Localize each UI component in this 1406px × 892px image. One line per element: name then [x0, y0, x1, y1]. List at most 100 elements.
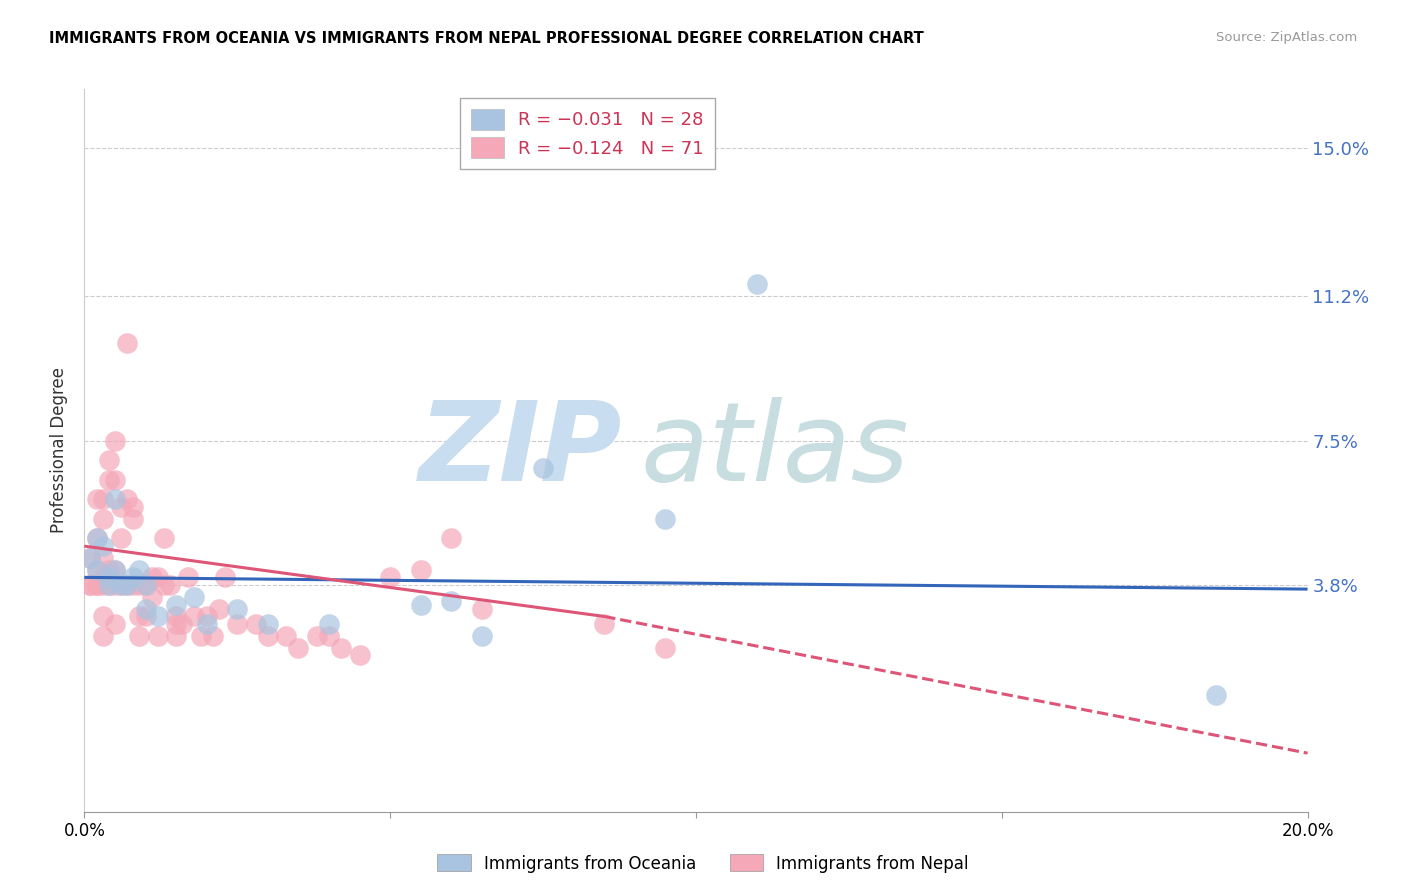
Point	[91, 578, 114, 592]
Point	[654, 640, 676, 655]
Point	[97, 473, 120, 487]
Point	[654, 512, 676, 526]
Point	[146, 609, 169, 624]
Point	[318, 629, 340, 643]
Point	[349, 648, 371, 663]
Point	[86, 578, 108, 592]
Point	[97, 570, 120, 584]
Point	[104, 563, 127, 577]
Point	[86, 563, 108, 577]
Point	[177, 570, 200, 584]
Point	[115, 578, 138, 592]
Point	[97, 578, 120, 592]
Point	[409, 563, 432, 577]
Point	[226, 617, 249, 632]
Point	[531, 461, 554, 475]
Point	[104, 617, 127, 632]
Point	[593, 617, 616, 632]
Point	[135, 609, 157, 624]
Legend: Immigrants from Oceania, Immigrants from Nepal: Immigrants from Oceania, Immigrants from…	[430, 847, 976, 880]
Point	[91, 629, 114, 643]
Text: atlas: atlas	[641, 397, 910, 504]
Point	[104, 492, 127, 507]
Point	[91, 539, 114, 553]
Point	[122, 570, 145, 584]
Point	[115, 492, 138, 507]
Point	[159, 578, 181, 592]
Point	[104, 563, 127, 577]
Point	[153, 578, 176, 592]
Point	[110, 532, 132, 546]
Point	[141, 570, 163, 584]
Point	[226, 601, 249, 615]
Point	[190, 629, 212, 643]
Text: IMMIGRANTS FROM OCEANIA VS IMMIGRANTS FROM NEPAL PROFESSIONAL DEGREE CORRELATION: IMMIGRANTS FROM OCEANIA VS IMMIGRANTS FR…	[49, 31, 924, 46]
Point	[183, 609, 205, 624]
Point	[135, 578, 157, 592]
Point	[91, 550, 114, 565]
Point	[257, 617, 280, 632]
Point	[91, 570, 114, 584]
Point	[128, 629, 150, 643]
Point	[110, 578, 132, 592]
Y-axis label: Professional Degree: Professional Degree	[51, 368, 69, 533]
Point	[104, 434, 127, 448]
Point	[305, 629, 328, 643]
Point	[115, 578, 138, 592]
Text: ZIP: ZIP	[419, 397, 623, 504]
Point	[440, 532, 463, 546]
Point	[214, 570, 236, 584]
Point	[128, 578, 150, 592]
Point	[276, 629, 298, 643]
Point	[172, 617, 194, 632]
Point	[122, 512, 145, 526]
Point	[165, 629, 187, 643]
Point	[165, 617, 187, 632]
Point	[86, 492, 108, 507]
Point	[110, 578, 132, 592]
Point	[183, 590, 205, 604]
Point	[471, 601, 494, 615]
Point	[79, 578, 101, 592]
Point	[208, 601, 231, 615]
Point	[195, 609, 218, 624]
Legend: R = −0.031   N = 28, R = −0.124   N = 71: R = −0.031 N = 28, R = −0.124 N = 71	[460, 98, 714, 169]
Point	[97, 578, 120, 592]
Point	[747, 277, 769, 292]
Point	[110, 500, 132, 514]
Point	[1205, 688, 1227, 702]
Text: Source: ZipAtlas.com: Source: ZipAtlas.com	[1216, 31, 1357, 45]
Point	[122, 578, 145, 592]
Point	[91, 512, 114, 526]
Point	[245, 617, 267, 632]
Point	[115, 336, 138, 351]
Point	[257, 629, 280, 643]
Point	[122, 500, 145, 514]
Point	[153, 532, 176, 546]
Point	[128, 563, 150, 577]
Point	[195, 617, 218, 632]
Point	[128, 609, 150, 624]
Point	[318, 617, 340, 632]
Point	[104, 473, 127, 487]
Point	[409, 598, 432, 612]
Point	[471, 629, 494, 643]
Point	[380, 570, 402, 584]
Point	[91, 492, 114, 507]
Point	[146, 629, 169, 643]
Point	[287, 640, 309, 655]
Point	[165, 609, 187, 624]
Point	[135, 601, 157, 615]
Point	[86, 532, 108, 546]
Point	[86, 578, 108, 592]
Point	[86, 563, 108, 577]
Point	[135, 578, 157, 592]
Point	[165, 598, 187, 612]
Point	[97, 453, 120, 467]
Point	[141, 590, 163, 604]
Point	[201, 629, 224, 643]
Point	[79, 578, 101, 592]
Point	[97, 563, 120, 577]
Point	[146, 570, 169, 584]
Point	[86, 532, 108, 546]
